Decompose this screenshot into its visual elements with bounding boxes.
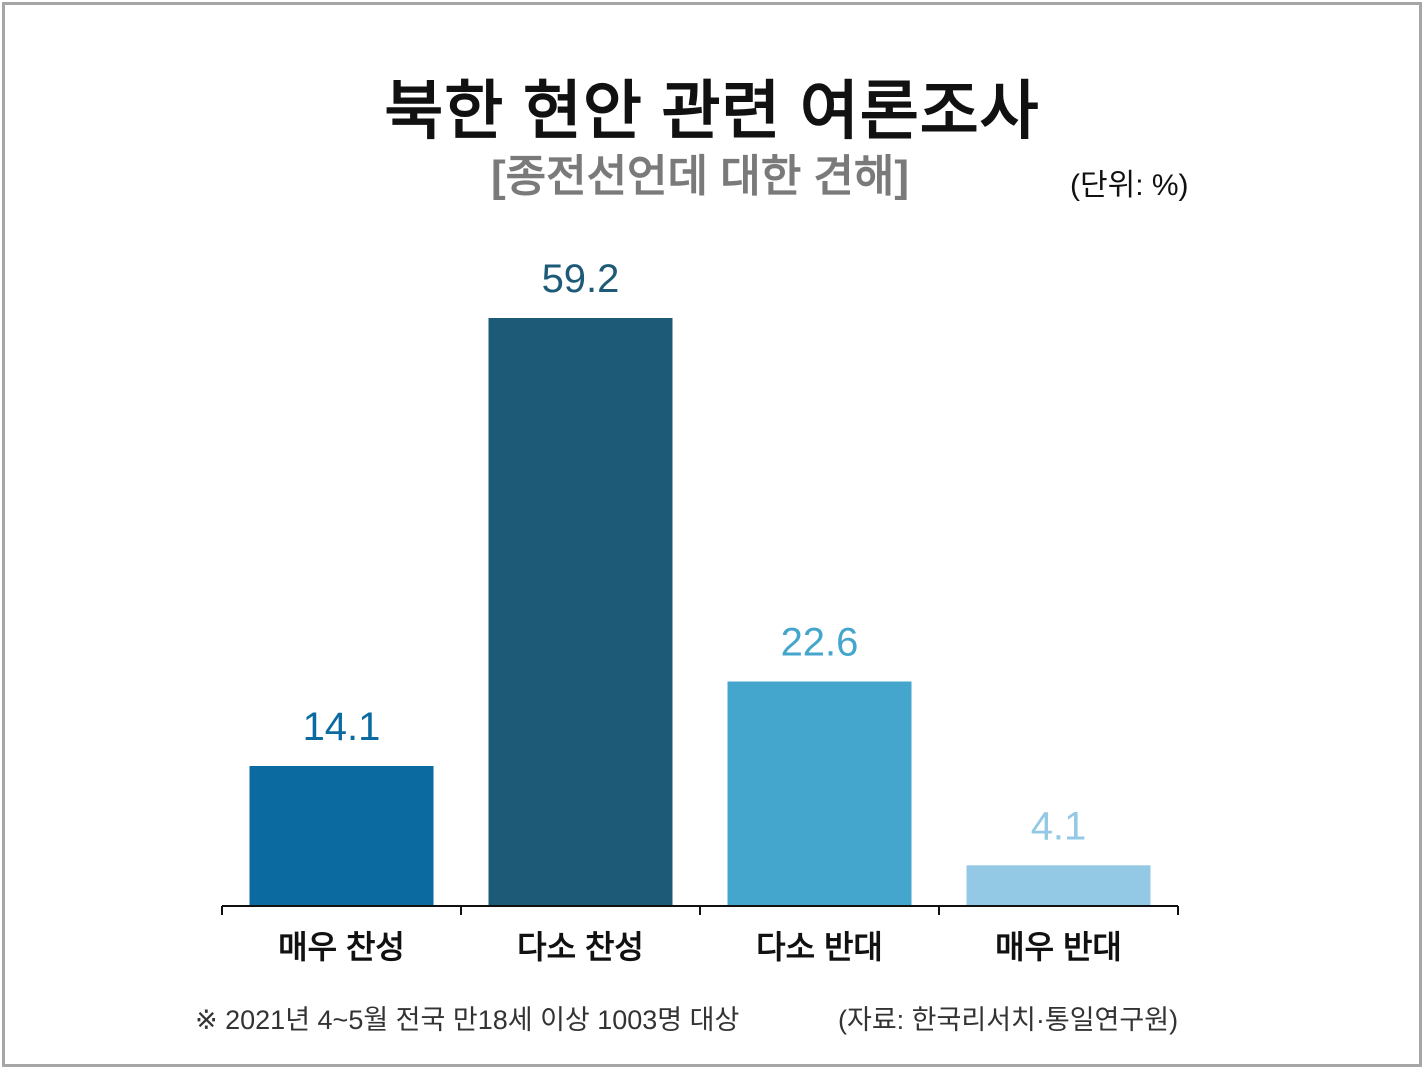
chart-title: 북한 현안 관련 여론조사 [384,75,1040,147]
source-note: (자료: 한국리서치·통일연구원) [838,1005,1179,1035]
chart-subtitle: [종전선언데 대한 견해] [490,152,910,201]
category-label-2: 다소 찬성 [517,929,644,965]
bar-1 [249,766,434,906]
value-label-2: 59.2 [542,257,620,301]
category-label-1: 매우 찬성 [278,929,405,965]
bar-3 [727,681,912,906]
bar-2 [488,318,673,906]
bar-4 [966,865,1151,906]
category-label-4: 매우 반대 [995,929,1122,965]
unit-label: (단위: %) [1070,169,1189,202]
value-label-3: 22.6 [781,621,859,665]
value-label-1: 14.1 [303,705,381,749]
survey-footnote: ※ 2021년 4~5월 전국 만18세 이상 1003명 대상 [195,1005,740,1035]
value-label-4: 4.1 [1031,804,1087,848]
category-label-3: 다소 반대 [756,929,883,965]
